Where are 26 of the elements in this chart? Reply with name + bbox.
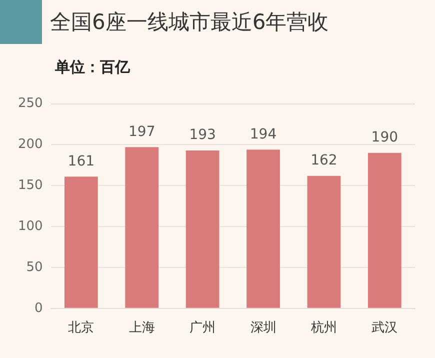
- x-tick-label: 深圳: [250, 320, 276, 336]
- data-label: 162: [310, 152, 338, 168]
- data-label: 197: [128, 124, 156, 140]
- y-tick-label: 0: [34, 300, 43, 316]
- data-label: 161: [68, 153, 95, 170]
- y-tick-label: 100: [18, 218, 43, 234]
- x-tick-label: 北京: [68, 320, 94, 336]
- x-tick-label: 上海: [128, 320, 155, 336]
- y-tick-label: 50: [26, 260, 43, 275]
- bar: [368, 152, 402, 308]
- y-tick-label: 200: [18, 137, 43, 152]
- chart-subtitle: 单位：百亿: [55, 58, 130, 77]
- x-tick-label: 广州: [190, 320, 216, 336]
- bar: [186, 150, 220, 308]
- bar: [125, 147, 159, 308]
- x-tick-label: 杭州: [310, 320, 337, 336]
- data-label: 194: [250, 126, 277, 142]
- data-label: 193: [189, 127, 216, 144]
- bar: [307, 176, 341, 308]
- bar: [64, 176, 98, 308]
- y-tick-label: 150: [18, 178, 43, 194]
- chart-title: 全国6座一线城市最近6年营收: [50, 9, 329, 36]
- bar: [246, 150, 280, 308]
- y-tick-label: 250: [18, 96, 43, 112]
- data-label: 190: [371, 130, 398, 146]
- x-tick-label: 武汉: [372, 320, 398, 336]
